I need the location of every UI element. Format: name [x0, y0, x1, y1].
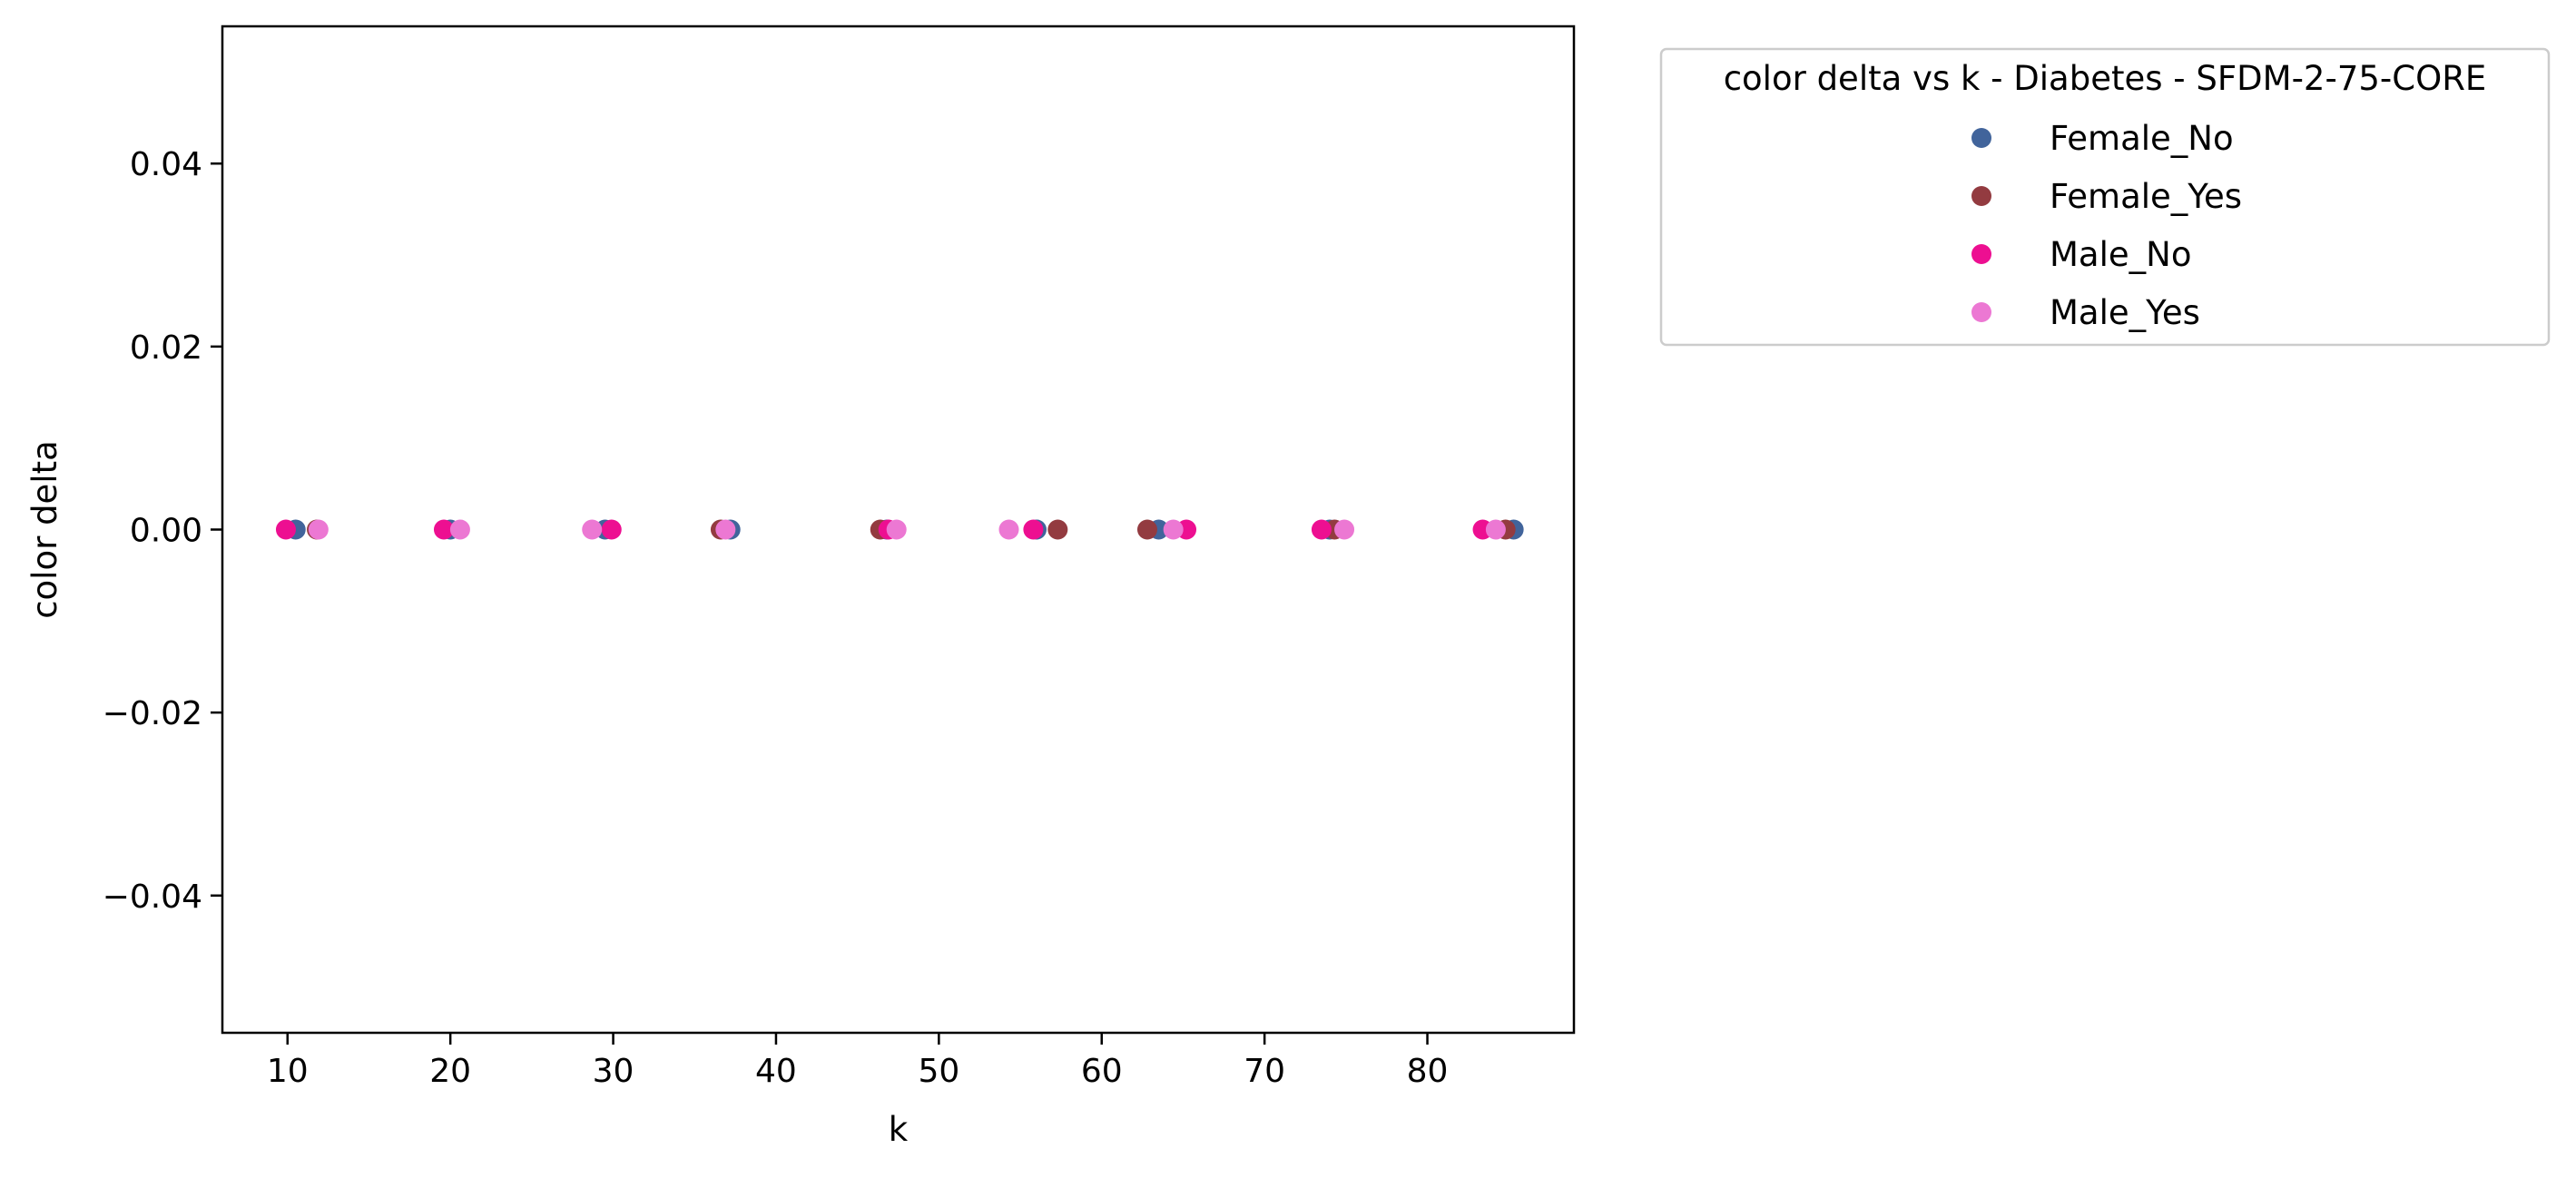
- legend-box: [1659, 47, 2551, 347]
- y-tick-label: 0.02: [130, 329, 202, 367]
- legend-marker: [1971, 244, 1991, 264]
- y-axis: 0.04 0.02 0.00 −0.02 −0.04: [103, 146, 222, 916]
- x-tick-label: 20: [429, 1053, 471, 1090]
- data-point-female-yes: [1136, 519, 1157, 540]
- x-tick-label: 60: [1081, 1053, 1123, 1090]
- legend-label: Female_No: [2050, 119, 2234, 158]
- data-point-male-yes: [1163, 519, 1184, 540]
- legend-entry: Male_Yes: [1971, 293, 2200, 332]
- data-point-male-no: [275, 519, 296, 540]
- legend-entries: Female_No Female_Yes Male_No Male_Yes: [1971, 119, 2242, 332]
- data-point-male-yes: [449, 519, 470, 540]
- data-point-male-yes: [308, 519, 329, 540]
- data-point-male-yes: [715, 519, 736, 540]
- legend-marker: [1971, 302, 1991, 322]
- x-tick-label: 10: [267, 1053, 309, 1090]
- data-point-male-no: [433, 519, 454, 540]
- x-tick-label: 50: [918, 1053, 959, 1090]
- legend-entry: Female_No: [1971, 119, 2234, 158]
- data-point-male-yes: [1334, 519, 1355, 540]
- legend-label: Male_Yes: [2050, 293, 2200, 332]
- data-point-male-yes: [582, 519, 603, 540]
- y-tick-label: −0.04: [103, 879, 202, 916]
- legend-label: Male_No: [2050, 235, 2191, 274]
- legend-entry: Female_Yes: [1971, 177, 2242, 216]
- legend-entry: Male_No: [1971, 235, 2191, 274]
- plot-area: [221, 25, 1576, 1035]
- x-tick-label: 80: [1407, 1053, 1449, 1090]
- y-tick-label: 0.00: [130, 513, 202, 550]
- data-point-male-no: [1311, 519, 1332, 540]
- y-tick-label: 0.04: [130, 146, 202, 183]
- x-axis: 10 20 30 40 50 60 70 80: [267, 1033, 1449, 1090]
- data-point-male-yes: [998, 519, 1019, 540]
- data-point-male-yes: [886, 519, 907, 540]
- legend-marker: [1971, 128, 1991, 148]
- data-point-male-yes: [1485, 519, 1506, 540]
- x-tick-label: 70: [1244, 1053, 1285, 1090]
- data-points: [275, 519, 1524, 540]
- x-tick-label: 40: [755, 1053, 797, 1090]
- data-point-female-yes: [1047, 519, 1068, 540]
- y-axis-label: color delta: [25, 440, 64, 619]
- x-tick-label: 30: [593, 1053, 634, 1090]
- data-point-male-no: [1023, 519, 1044, 540]
- y-tick-label: −0.02: [103, 695, 202, 732]
- legend: color delta vs k - Diabetes - SFDM-2-75-…: [1659, 47, 2551, 347]
- data-point-male-no: [601, 519, 622, 540]
- legend-title: color delta vs k - Diabetes - SFDM-2-75-…: [1724, 59, 2487, 98]
- x-axis-label: k: [889, 1110, 909, 1149]
- legend-label: Female_Yes: [2050, 177, 2242, 216]
- legend-marker: [1971, 186, 1991, 206]
